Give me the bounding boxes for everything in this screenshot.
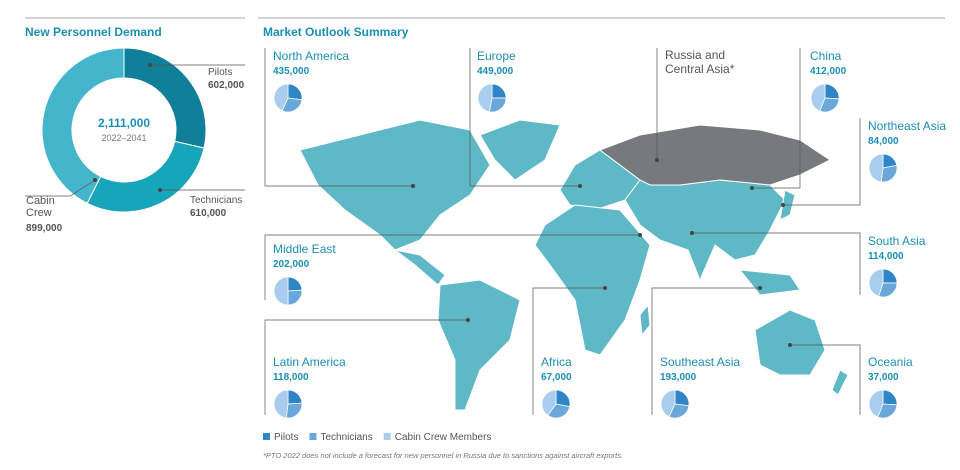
region-name: North America	[273, 49, 349, 63]
label-box: Russia and Central Asia*	[665, 48, 735, 76]
panel-title: New Personnel Demand	[25, 25, 162, 39]
value-label: 602,000	[208, 80, 245, 91]
panel-title: Market Outlook Summary	[263, 25, 409, 39]
leader-dot	[158, 188, 162, 192]
pie-slice	[880, 164, 898, 183]
pie-slice	[287, 289, 303, 306]
pie-slice	[882, 268, 898, 284]
region-name: Northeast Asia	[868, 119, 946, 133]
region-total: 412,000	[810, 66, 847, 77]
leader-line	[692, 232, 861, 295]
pie-slice	[668, 403, 690, 419]
pie-slice	[273, 276, 289, 306]
label: Russia and Central Asia*	[665, 48, 735, 76]
region-name: Africa	[541, 355, 572, 369]
region-total: 67,000	[541, 372, 572, 383]
leader-line	[651, 287, 760, 415]
leader-line	[532, 287, 605, 415]
leader-dot	[93, 178, 97, 182]
region-name: South Asia	[868, 234, 926, 248]
legend-swatch	[383, 433, 391, 440]
region-total: 37,000	[868, 372, 899, 383]
leader-line	[469, 48, 580, 187]
leader-dot	[655, 158, 659, 162]
leader-line	[264, 234, 640, 300]
pie-slice	[878, 282, 898, 298]
value-label: 899,000	[26, 223, 63, 234]
legend-label: Pilots	[274, 432, 298, 443]
donut-slice	[86, 140, 205, 213]
pie-slice	[281, 97, 303, 113]
leader-line	[25, 179, 96, 197]
pie-slice	[273, 83, 289, 112]
pie-slice	[285, 402, 303, 419]
pie-slice	[287, 276, 303, 292]
category-label: Pilots	[208, 67, 232, 78]
pie-slice	[882, 389, 898, 406]
pie-slice	[877, 403, 898, 419]
region-name: Europe	[477, 49, 516, 63]
region-name: Oceania	[868, 355, 913, 369]
label-box: Cabin Crew	[26, 195, 55, 219]
pie-slice	[477, 83, 493, 113]
pie-slice	[674, 389, 690, 407]
region-name: Southeast Asia	[660, 355, 740, 369]
leader-dot	[758, 286, 762, 290]
leader-line	[790, 344, 861, 415]
region-total: 118,000	[273, 372, 309, 383]
leader-dot	[148, 63, 152, 67]
pie-slice	[868, 153, 884, 183]
world-map	[299, 119, 849, 411]
legend-swatch	[263, 433, 270, 440]
pie-slice	[491, 83, 507, 99]
pie-slice	[660, 389, 676, 418]
region-total: 449,000	[477, 66, 514, 77]
donut-slice	[41, 47, 125, 204]
footnote: *PTO 2022 does not include a forecast fo…	[263, 451, 623, 460]
legend-label: Technicians	[320, 432, 372, 443]
leader-line	[264, 319, 468, 415]
pie-slice	[287, 83, 303, 101]
leader-dot	[690, 231, 694, 235]
center-value: 2,111,000	[98, 116, 150, 130]
pie-slice	[868, 268, 884, 297]
region-total: 435,000	[273, 66, 310, 77]
pie-slice	[547, 403, 571, 419]
pie-slice	[824, 83, 840, 100]
leader-dot	[638, 233, 642, 237]
leader-dot	[466, 318, 470, 322]
pie-slice	[273, 389, 289, 419]
category-label: Technicians	[190, 195, 242, 206]
value-label: 610,000	[190, 208, 227, 219]
region-name: Middle East	[273, 242, 336, 256]
region-name: China	[810, 49, 842, 63]
leader-dot	[781, 203, 785, 207]
legend-swatch	[309, 433, 317, 440]
leader-line	[752, 48, 801, 189]
leader-dot	[750, 186, 754, 190]
region-total: 84,000	[868, 136, 899, 147]
pie-slice	[819, 97, 840, 113]
pie-slice	[287, 389, 303, 405]
label: Cabin Crew	[26, 195, 55, 219]
region-total: 114,000	[868, 251, 904, 262]
leader-line	[783, 118, 861, 206]
region-total: 193,000	[660, 372, 697, 383]
leader-line	[264, 48, 413, 187]
leader-dot	[578, 184, 582, 188]
region-total: 202,000	[273, 259, 310, 270]
leader-dot	[788, 343, 792, 347]
pie-slice	[868, 389, 884, 418]
pie-slice	[810, 83, 826, 112]
pie-slice	[541, 389, 557, 416]
leader-dot	[603, 286, 607, 290]
center-period: 2022–2041	[101, 133, 146, 143]
leader-dot	[411, 184, 415, 188]
legend-label: Cabin Crew Members	[395, 432, 492, 443]
region-name: Latin America	[273, 355, 346, 369]
